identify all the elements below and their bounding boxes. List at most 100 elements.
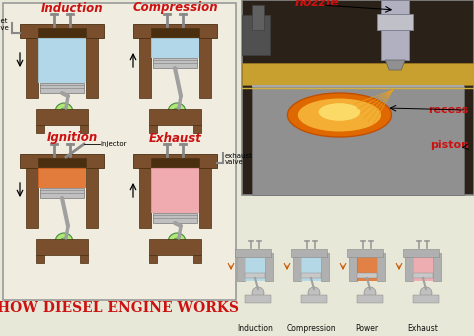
Bar: [199, 28, 211, 98]
Bar: [321, 253, 329, 281]
Text: Exhaust: Exhaust: [148, 131, 201, 144]
Text: HOW DIESEL ENGINE WORKS: HOW DIESEL ENGINE WORKS: [0, 301, 239, 315]
Bar: [36, 255, 44, 263]
Circle shape: [60, 108, 68, 116]
Ellipse shape: [298, 98, 381, 131]
Bar: [36, 239, 88, 255]
Bar: [403, 249, 439, 257]
Bar: [433, 253, 441, 281]
Bar: [291, 249, 327, 257]
Bar: [149, 109, 201, 125]
Bar: [139, 158, 151, 228]
Bar: [252, 5, 264, 30]
Circle shape: [168, 233, 186, 251]
Text: Induction: Induction: [237, 324, 273, 333]
Circle shape: [173, 108, 181, 116]
Circle shape: [55, 103, 73, 121]
Bar: [151, 38, 199, 58]
Bar: [301, 273, 321, 278]
Bar: [153, 213, 197, 223]
Text: recess: recess: [428, 105, 469, 115]
Bar: [377, 253, 385, 281]
Bar: [151, 168, 199, 213]
Bar: [26, 28, 38, 98]
Bar: [242, 0, 474, 195]
Bar: [357, 273, 377, 278]
Bar: [193, 255, 201, 263]
Bar: [301, 295, 327, 303]
Bar: [36, 109, 88, 125]
Bar: [80, 255, 88, 263]
Bar: [86, 158, 98, 228]
Bar: [86, 28, 98, 98]
Bar: [245, 295, 271, 303]
Bar: [38, 28, 86, 37]
Bar: [153, 58, 197, 68]
Ellipse shape: [319, 103, 360, 121]
Bar: [413, 257, 433, 281]
Bar: [38, 168, 86, 188]
Bar: [357, 295, 383, 303]
Bar: [149, 239, 201, 255]
Text: Power: Power: [356, 324, 379, 333]
Bar: [347, 249, 383, 257]
Bar: [36, 125, 44, 133]
Text: Induction: Induction: [41, 1, 103, 14]
Bar: [252, 85, 464, 195]
Bar: [40, 188, 84, 198]
Bar: [26, 158, 38, 228]
Text: nozzle: nozzle: [295, 0, 339, 9]
Bar: [133, 154, 217, 168]
Bar: [237, 253, 245, 281]
Bar: [413, 295, 439, 303]
Text: Exhaust: Exhaust: [408, 324, 438, 333]
Bar: [252, 85, 464, 87]
Bar: [139, 28, 151, 98]
Bar: [349, 253, 357, 281]
Bar: [199, 158, 211, 228]
Bar: [80, 125, 88, 133]
Circle shape: [55, 233, 73, 251]
Text: Compression: Compression: [132, 1, 218, 14]
Circle shape: [364, 287, 376, 299]
Bar: [242, 63, 474, 85]
Bar: [265, 253, 273, 281]
Bar: [193, 125, 201, 133]
Bar: [413, 273, 433, 278]
Text: inlet
valve: inlet valve: [0, 18, 9, 31]
Bar: [20, 154, 104, 168]
Bar: [235, 249, 271, 257]
Text: Ignition: Ignition: [46, 131, 98, 144]
Bar: [20, 24, 104, 38]
Bar: [133, 24, 217, 38]
Bar: [151, 28, 199, 37]
Bar: [40, 83, 84, 93]
Bar: [301, 257, 321, 281]
Bar: [293, 253, 301, 281]
Text: piston: piston: [430, 140, 469, 150]
Bar: [149, 255, 157, 263]
Circle shape: [173, 238, 181, 246]
Bar: [38, 158, 86, 167]
Circle shape: [420, 287, 432, 299]
Ellipse shape: [287, 93, 392, 137]
Circle shape: [252, 287, 264, 299]
Text: exhaust
valve: exhaust valve: [225, 153, 253, 166]
Circle shape: [308, 287, 320, 299]
Bar: [149, 125, 157, 133]
Text: injector: injector: [100, 141, 127, 147]
Bar: [245, 257, 265, 281]
Bar: [38, 38, 86, 83]
Bar: [357, 257, 377, 281]
Bar: [381, 0, 409, 60]
Bar: [151, 158, 199, 167]
Circle shape: [60, 238, 68, 246]
Bar: [242, 15, 270, 55]
Bar: [3, 3, 236, 300]
Bar: [377, 14, 413, 30]
Text: Compression: Compression: [286, 324, 336, 333]
Bar: [245, 273, 265, 278]
Polygon shape: [385, 60, 405, 70]
Bar: [405, 253, 413, 281]
Circle shape: [168, 103, 186, 121]
